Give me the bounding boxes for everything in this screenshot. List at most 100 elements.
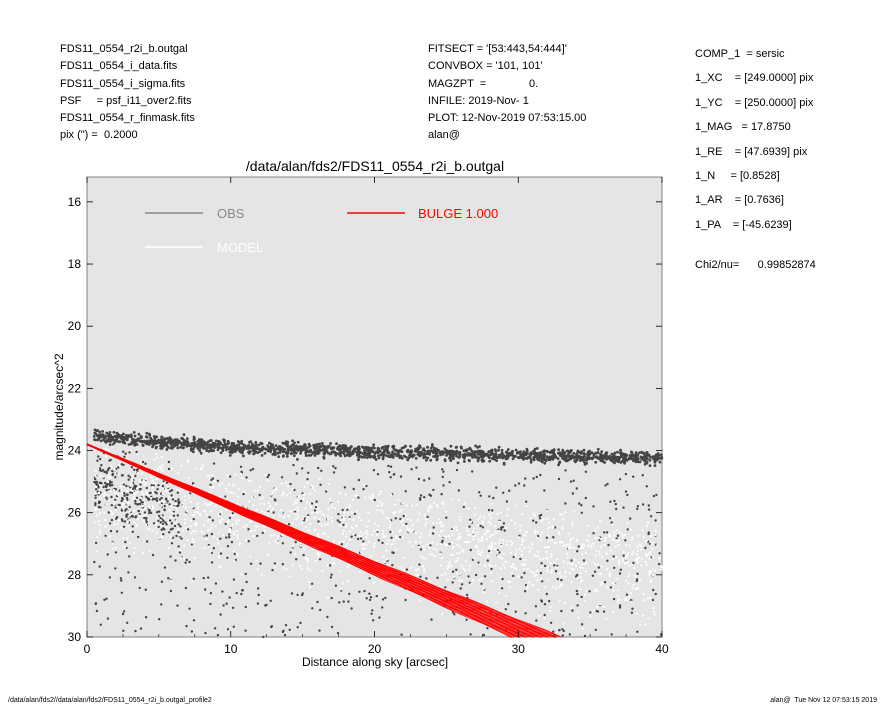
model-point xyxy=(579,576,582,579)
obs-point xyxy=(107,511,111,514)
model-point xyxy=(635,612,638,615)
obs-point xyxy=(632,475,635,478)
obs-point xyxy=(571,609,574,612)
model-point xyxy=(314,559,318,562)
obs-point xyxy=(122,610,126,613)
model-point xyxy=(170,535,173,538)
model-point xyxy=(103,491,106,495)
model-point xyxy=(569,545,572,548)
obs-point xyxy=(292,450,296,454)
model-point xyxy=(649,571,653,574)
obs-point xyxy=(215,439,218,443)
obs-point xyxy=(249,469,252,472)
obs-point xyxy=(196,440,200,443)
obs-point xyxy=(605,531,609,534)
model-point xyxy=(99,512,102,515)
model-point xyxy=(549,606,552,609)
obs-point xyxy=(244,605,247,609)
model-point xyxy=(527,545,530,548)
model-point xyxy=(524,559,527,562)
model-point xyxy=(608,532,611,536)
model-point xyxy=(552,526,555,529)
obs-point xyxy=(648,458,652,462)
obs-point xyxy=(425,458,428,462)
model-point xyxy=(273,488,276,491)
obs-point xyxy=(394,448,397,452)
obs-point xyxy=(614,459,618,463)
model-point xyxy=(581,627,584,630)
obs-point xyxy=(94,541,98,545)
obs-point xyxy=(165,444,169,447)
model-point xyxy=(344,493,347,496)
model-point xyxy=(397,537,400,540)
model-point xyxy=(395,535,398,538)
model-point xyxy=(404,514,407,517)
model-point xyxy=(559,583,562,587)
obs-point xyxy=(101,469,105,472)
model-point xyxy=(624,558,627,561)
model-point xyxy=(457,499,460,502)
model-point xyxy=(322,514,325,517)
obs-point xyxy=(485,452,488,456)
model-point xyxy=(651,547,654,550)
model-point xyxy=(621,560,625,563)
obs-point xyxy=(641,503,645,506)
model-point xyxy=(245,523,248,527)
model-point xyxy=(191,506,194,509)
model-point xyxy=(616,528,619,532)
model-point xyxy=(310,504,313,507)
obs-point xyxy=(205,534,209,537)
model-point xyxy=(225,508,228,512)
model-point xyxy=(410,519,413,522)
obs-point xyxy=(221,443,225,447)
model-points xyxy=(93,447,663,631)
model-point xyxy=(370,497,373,500)
model-point xyxy=(142,479,145,482)
model-point xyxy=(237,519,240,522)
obs-point xyxy=(561,628,564,631)
model-point xyxy=(555,566,558,569)
model-point xyxy=(107,480,110,483)
obs-point xyxy=(249,562,253,565)
model-point xyxy=(569,537,572,541)
obs-point xyxy=(474,456,478,459)
obs-point xyxy=(223,440,226,443)
model-point xyxy=(133,551,136,555)
model-point xyxy=(125,489,128,493)
model-point xyxy=(253,489,256,492)
model-point xyxy=(350,526,353,529)
obs-point xyxy=(94,503,97,507)
model-point xyxy=(303,548,306,551)
obs-point xyxy=(219,451,223,455)
model-point xyxy=(308,569,311,572)
model-point xyxy=(482,591,485,594)
obs-point xyxy=(230,451,234,455)
model-point xyxy=(435,548,438,551)
obs-point xyxy=(576,456,580,459)
header-middle-block: FITSECT = '[53:443,54:444]' CONVBOX = '10… xyxy=(428,41,586,145)
model-point xyxy=(256,567,259,571)
obs-point xyxy=(442,470,445,473)
model-point xyxy=(263,502,266,505)
obs-point xyxy=(365,456,369,459)
obs-point xyxy=(553,564,556,567)
obs-point xyxy=(404,490,407,493)
obs-point xyxy=(365,484,368,488)
model-point xyxy=(187,496,190,499)
obs-point xyxy=(471,470,474,473)
obs-point xyxy=(308,449,312,453)
model-point xyxy=(545,550,548,554)
obs-point xyxy=(141,444,145,447)
obs-point xyxy=(105,496,108,499)
obs-point xyxy=(458,455,461,459)
obs-point xyxy=(639,455,643,459)
obs-point xyxy=(128,555,131,558)
x-tick-label: 40 xyxy=(655,642,669,656)
model-point xyxy=(473,557,476,560)
model-point xyxy=(393,512,396,515)
model-point xyxy=(399,528,402,532)
obs-point xyxy=(428,493,431,496)
model-point xyxy=(150,476,153,479)
obs-point xyxy=(585,458,589,462)
model-point xyxy=(450,529,453,533)
